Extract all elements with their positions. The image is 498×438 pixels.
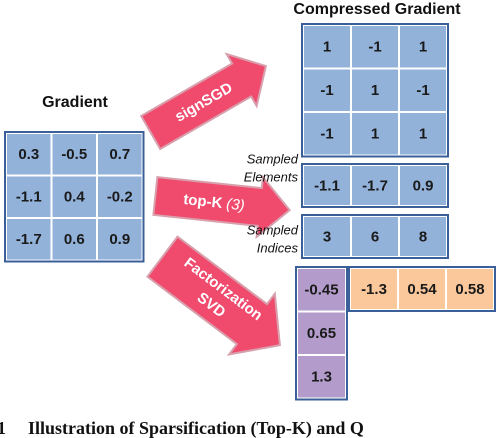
indices-label: Sampled xyxy=(247,222,299,237)
cell-value: -0.2 xyxy=(107,189,133,206)
caption-text: Illustration of Sparsification (Top-K) a… xyxy=(28,418,364,438)
cell-value: 0.9 xyxy=(109,231,130,248)
grid-border xyxy=(348,266,496,312)
cell-value: 3 xyxy=(323,228,331,245)
cell-value: 0.3 xyxy=(18,146,39,163)
cell-value: 0.9 xyxy=(413,177,434,194)
cell-value: -1 xyxy=(320,126,333,143)
cell-value: -1 xyxy=(416,82,429,99)
cell-value: 1 xyxy=(371,126,379,143)
cells: 0.3 -0.5 0.7 -1.1 0.4 -0.2 -1.7 0.6 0.9 1 -1 1 -1 1 -1… xyxy=(4,23,496,401)
grid-border xyxy=(301,23,449,158)
cell-value: 0.7 xyxy=(109,146,130,163)
cell-value: 0.4 xyxy=(64,189,86,206)
arrow-shape xyxy=(146,235,281,356)
arrow-label: top-K (3) xyxy=(183,191,246,214)
cell-value: -1 xyxy=(368,39,381,56)
compressed-title: Compressed Gradient xyxy=(293,1,461,18)
cell xyxy=(350,67,400,113)
cell-value: 1 xyxy=(323,39,331,56)
cell-value: 1 xyxy=(419,126,427,143)
cell-value: 8 xyxy=(419,228,427,245)
topk-param: (3) xyxy=(225,195,245,214)
grid-border xyxy=(301,214,449,259)
topk-label: top-K xyxy=(183,191,224,212)
cell-value: 1 xyxy=(371,82,379,99)
cell xyxy=(296,354,347,400)
arrow-shape xyxy=(139,52,268,151)
cell-value: 0.6 xyxy=(64,231,85,248)
cell-value: -1.1 xyxy=(314,177,340,194)
signsgd-arrow: signSGD xyxy=(139,52,268,151)
grid-border xyxy=(301,163,449,208)
gradient-title: Gradient xyxy=(42,94,108,111)
cell-value: 1 xyxy=(419,39,427,56)
cell-value: -0.45 xyxy=(304,282,338,299)
arrow-shape xyxy=(152,174,292,240)
cell xyxy=(398,111,448,157)
cell-value: 0.58 xyxy=(455,281,484,298)
caption-number: 1 xyxy=(0,418,6,438)
cell-value: -1.3 xyxy=(361,281,387,298)
topk-arrow: top-K (3) xyxy=(152,174,292,240)
cell-value: -1.7 xyxy=(16,231,42,248)
cell-value: 0.54 xyxy=(407,281,437,298)
cell xyxy=(398,215,448,258)
caption: 1 Illustration of Sparsification (Top-K) … xyxy=(0,418,364,438)
grid-border xyxy=(295,266,348,401)
cell-value: 1.3 xyxy=(311,369,332,386)
cell-value: 6 xyxy=(371,228,379,245)
cell-value: -1.1 xyxy=(16,189,42,206)
cell-value: -0.5 xyxy=(61,146,87,163)
grid-border xyxy=(4,131,145,263)
cell-value: -1 xyxy=(320,82,333,99)
indices-label: Indices xyxy=(257,240,299,255)
cell-value: -1.7 xyxy=(362,177,388,194)
elements-label: Elements xyxy=(244,169,299,184)
cell-value: 0.65 xyxy=(307,325,336,342)
elements-label: Sampled xyxy=(247,151,299,166)
cell xyxy=(350,111,400,157)
